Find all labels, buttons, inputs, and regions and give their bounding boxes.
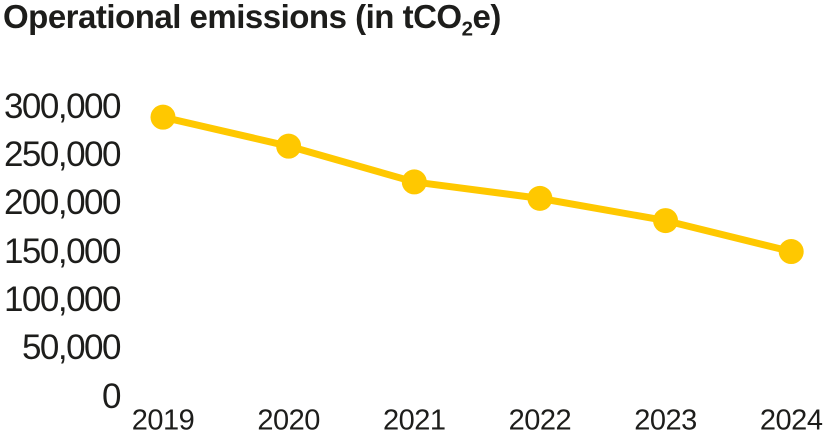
data-point-2022 [527,185,553,211]
data-point-2020 [276,133,302,159]
data-point-2024 [778,239,804,265]
chart-title: Operational emissions (in tCO2e) [3,0,501,39]
chart-title-prefix: Operational emissions (in tCO [3,0,462,35]
data-point-2021 [401,169,427,195]
data-point-2023 [653,208,679,234]
emissions-line [159,113,795,256]
chart-title-subscript: 2 [461,17,473,41]
data-point-2019 [150,104,176,130]
chart-title-suffix: e) [472,0,501,35]
